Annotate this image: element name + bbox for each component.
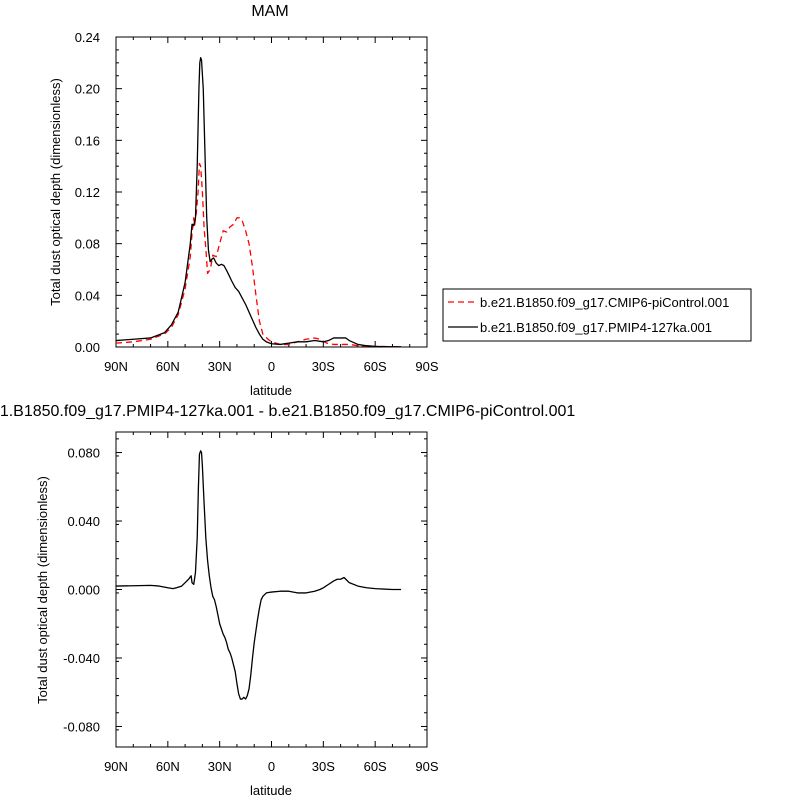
difference-y-tick-label: 0.080 — [67, 446, 100, 461]
axis-ticks: 90N 60N 30N 0 30S 60S 90S 0.00 0.04 0.08 0.12 0.16 0… — [75, 30, 439, 374]
difference-y-tick-label: 0.040 — [67, 514, 100, 529]
series-layer — [115, 57, 402, 348]
y-tick-label: 0.08 — [75, 237, 100, 252]
difference-y-axis-label: Total dust optical depth (dimensionless) — [35, 476, 50, 704]
difference-x-tick-label: 30S — [312, 759, 335, 774]
legend-label-pmip4: b.e21.B1850.f09_g17.PMIP4-127ka.001 — [480, 320, 712, 335]
plot-frame — [115, 36, 428, 348]
difference-x-tick-label: 60N — [156, 759, 180, 774]
difference-series-line-difference — [115, 450, 402, 700]
x-tick-label: 0 — [268, 359, 275, 374]
legend-label-pi-control: b.e21.B1850.f09_g17.CMIP6-piControl.001 — [480, 295, 729, 310]
x-tick-label: 30S — [312, 359, 335, 374]
difference-x-tick-label: 60S — [364, 759, 387, 774]
difference-x-tick-label: 30N — [208, 759, 232, 774]
x-tick-label: 90N — [104, 359, 128, 374]
legend: b.e21.B1850.f09_g17.CMIP6-piControl.001 … — [442, 288, 752, 342]
difference-y-tick-label: -0.040 — [63, 651, 100, 666]
legend-box — [442, 288, 752, 342]
difference-x-axis-label: latitude — [250, 783, 292, 798]
x-tick-label: 60S — [364, 359, 387, 374]
difference-x-tick-label: 90S — [415, 759, 438, 774]
y-tick-label: 0.04 — [75, 288, 100, 303]
y-tick-label: 0.24 — [75, 30, 100, 45]
difference-y-tick-label: -0.080 — [63, 719, 100, 734]
y-tick-label: 0.00 — [75, 340, 100, 355]
top-chart-panel: MAM 90N 60N 30N 0 30S 60S 90S 0.00 0.04 0.08 0.12 0… — [48, 3, 752, 398]
x-axis-label: latitude — [250, 383, 292, 398]
x-tick-label: 30N — [208, 359, 232, 374]
difference-x-tick-label: 90N — [104, 759, 128, 774]
y-axis-label: Total dust optical depth (dimensionless) — [48, 78, 63, 306]
difference-series-layer — [115, 450, 402, 700]
series-line-pi-control — [115, 162, 402, 348]
difference-y-tick-label: 0.000 — [67, 583, 100, 598]
y-tick-label: 0.16 — [75, 133, 100, 148]
chart-title: MAM — [251, 3, 288, 20]
difference-x-tick-label: 0 — [268, 759, 275, 774]
y-tick-label: 0.20 — [75, 82, 100, 97]
bottom-chart-panel: b.e21.B1850.f09_g17.PMIP4-127ka.001 - b.… — [0, 403, 575, 798]
x-tick-label: 60N — [156, 359, 180, 374]
x-tick-label: 90S — [415, 359, 438, 374]
y-tick-label: 0.12 — [75, 185, 100, 200]
series-line-pmip4 — [115, 57, 402, 348]
difference-chart-title: b.e21.B1850.f09_g17.PMIP4-127ka.001 - b.… — [0, 403, 575, 420]
difference-axis-ticks: 90N 60N 30N 0 30S 60S 90S -0.080 -0.040 0.000 0.04… — [63, 432, 439, 774]
